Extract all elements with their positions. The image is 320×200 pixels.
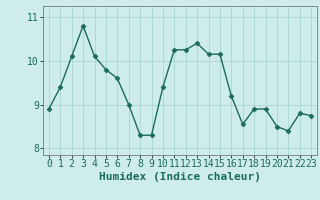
X-axis label: Humidex (Indice chaleur): Humidex (Indice chaleur) bbox=[99, 172, 261, 182]
